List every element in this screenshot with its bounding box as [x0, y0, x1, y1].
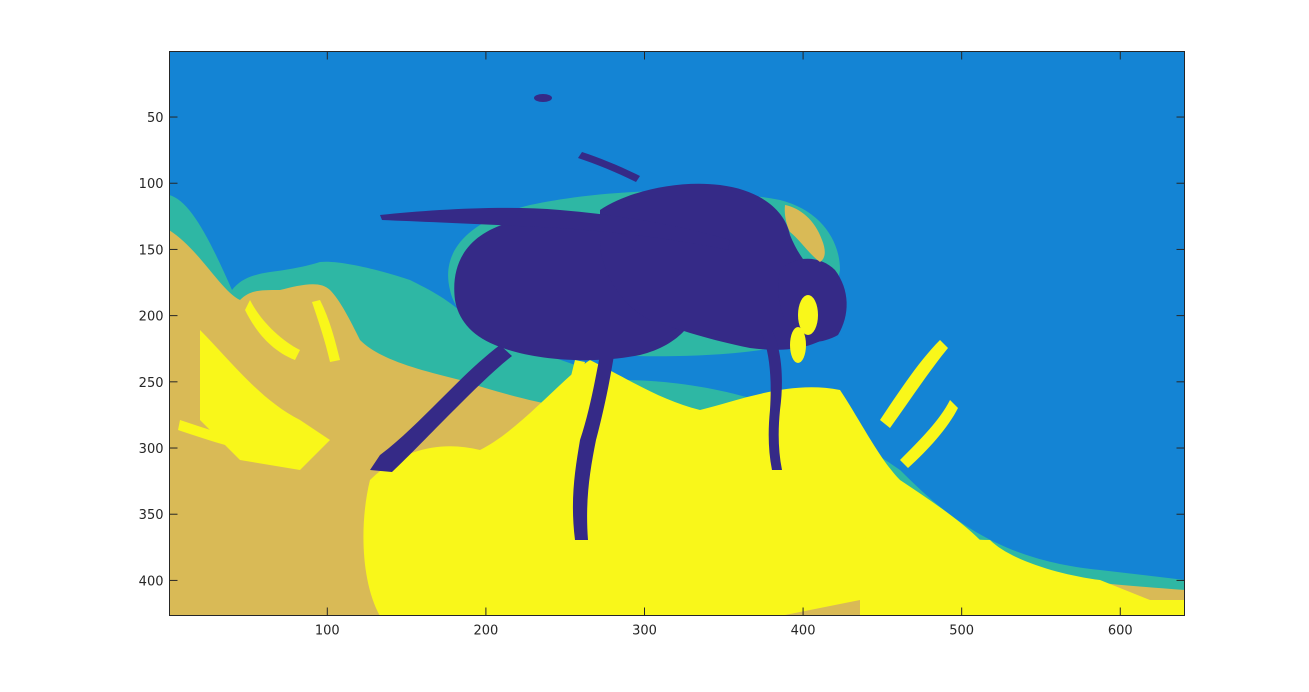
flower-yellow-streak-2	[312, 300, 340, 362]
axes-box	[169, 51, 1185, 616]
y-tick-label: 250	[139, 376, 164, 391]
y-tick-label: 400	[139, 574, 164, 589]
x-tick-label: 400	[791, 624, 816, 639]
x-tick-label: 600	[1108, 624, 1133, 639]
flower-stamen-3	[560, 360, 585, 432]
flower-yellow-left	[200, 330, 330, 470]
bee-front-leg	[760, 330, 782, 470]
bee-mid-leg	[572, 355, 614, 540]
x-axis: 100 200 300 400 500 600	[315, 51, 1133, 639]
y-axis: 50 100 150 200 250 300 350 400	[139, 111, 1185, 589]
y-tick-label: 100	[139, 177, 164, 192]
x-tick-label: 100	[315, 624, 340, 639]
y-tick-label: 350	[139, 508, 164, 523]
x-tick-label: 500	[949, 624, 974, 639]
bee-yellow-band	[784, 205, 825, 262]
bee-antenna	[578, 152, 640, 182]
x-tick-label: 200	[473, 624, 498, 639]
image-plot	[169, 51, 1185, 616]
fly-speck	[534, 94, 552, 102]
y-tick-label: 300	[139, 442, 164, 457]
flower-yellow-streak-3	[178, 420, 270, 455]
bee-hind-leg	[370, 345, 512, 472]
flower-stamen-1	[880, 340, 948, 428]
y-tick-label: 150	[139, 243, 164, 258]
flower-stamen-2	[900, 400, 958, 468]
bee-wing	[380, 207, 730, 250]
flower-yellow-center	[363, 360, 980, 616]
bee-eye-spot	[790, 327, 806, 363]
x-tick-label: 300	[632, 624, 657, 639]
bee-eye	[798, 295, 818, 335]
y-tick-label: 200	[139, 310, 164, 325]
flower-yellow-right	[860, 531, 1185, 616]
y-tick-label: 50	[147, 111, 164, 126]
flower-yellow-streak-1	[245, 300, 300, 360]
